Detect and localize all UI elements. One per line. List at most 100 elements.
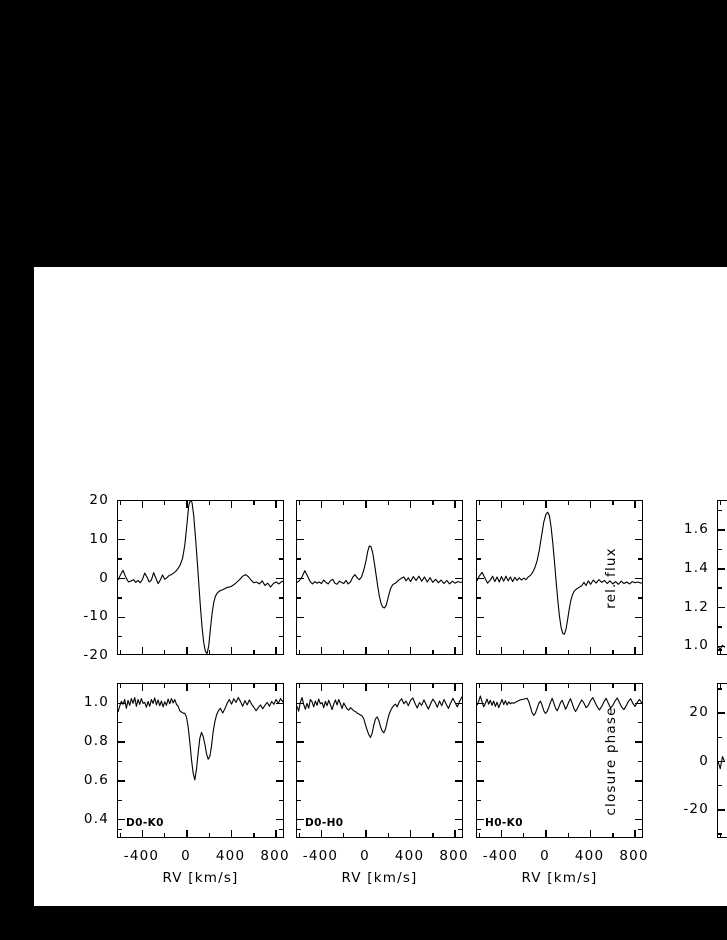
x-tick-minor [719, 684, 721, 688]
y-tick-minor [718, 688, 722, 690]
x-tick-major [500, 684, 503, 691]
x-tick-major [365, 501, 367, 508]
curve-clip [477, 684, 642, 837]
x-tick-major [589, 830, 592, 837]
y-tick-minor [458, 818, 462, 821]
data-curve [118, 501, 283, 654]
x-tick-minor [523, 833, 525, 837]
y-tick-minor [477, 828, 481, 830]
y-tick-minor [718, 736, 722, 738]
axis-tick-label: 800 [260, 848, 290, 864]
axis-tick-label: -400 [482, 848, 519, 864]
x-tick-minor [432, 833, 434, 837]
y-tick-minor [458, 635, 462, 638]
x-tick-major [230, 501, 233, 508]
y-tick-minor [458, 828, 462, 830]
y-tick-minor [477, 597, 481, 599]
panel-visibility-d0-h0: D0-H0 [296, 683, 463, 838]
y-tick-minor [638, 760, 642, 763]
y-tick-minor [279, 635, 283, 638]
x-tick-major [545, 647, 547, 654]
panel-phase-d0-h0 [296, 500, 463, 655]
y-tick-minor [297, 722, 301, 724]
y-tick-major [477, 741, 484, 743]
y-tick-major [477, 702, 484, 705]
x-tick-major [186, 647, 188, 654]
y-tick-major [118, 577, 125, 580]
x-tick-minor [478, 684, 480, 688]
axis-tick-label: 1.6 [683, 521, 709, 538]
y-tick-minor [118, 799, 122, 801]
curve-clip [118, 501, 283, 654]
y-tick-minor [458, 799, 462, 801]
x-tick-major [141, 647, 144, 654]
x-tick-minor [567, 684, 569, 688]
axis-tick-label: 1.0 [83, 694, 109, 711]
y-tick-major [297, 539, 304, 541]
x-tick-major [500, 830, 503, 837]
y-tick-major [118, 702, 125, 705]
y-tick-minor [118, 597, 122, 599]
y-tick-minor [279, 828, 283, 830]
x-tick-minor [523, 501, 525, 505]
data-curve [297, 545, 462, 609]
y-tick-minor [718, 587, 722, 589]
x-tick-major [409, 830, 412, 837]
x-tick-major [500, 647, 503, 654]
x-tick-major [320, 501, 323, 508]
axis-tick-label: 0.8 [83, 733, 109, 750]
axis-tick-label: 0.4 [83, 810, 109, 827]
x-tick-major [365, 684, 367, 691]
x-tick-major [545, 830, 547, 837]
x-tick-major [409, 684, 412, 691]
y-tick-minor [638, 799, 642, 801]
y-tick-major [635, 577, 642, 580]
x-tick-major [454, 647, 456, 654]
y-tick-minor [297, 760, 301, 763]
x-tick-major [365, 830, 367, 837]
y-tick-minor [638, 519, 642, 522]
data-curve [118, 697, 283, 781]
x-tick-minor [119, 501, 121, 505]
x-tick-major [634, 501, 636, 508]
y-tick-minor [638, 818, 642, 821]
x-tick-minor [523, 650, 525, 654]
y-tick-minor [279, 558, 283, 560]
x-tick-minor [208, 650, 210, 654]
y-tick-major [118, 616, 125, 618]
y-tick-major [635, 702, 642, 705]
y-tick-minor [279, 799, 283, 801]
x-tick-minor [387, 684, 389, 688]
y-tick-minor [297, 558, 301, 560]
x-tick-minor [612, 650, 614, 654]
y-tick-major [455, 741, 462, 743]
x-tick-minor [432, 501, 434, 505]
figure-canvas: 20 10 0 -10 -20 1.0 0.8 0.6 0.4 -400 0 400 800 RV [km… [3, 267, 727, 906]
x-tick-minor [387, 650, 389, 654]
x-tick-minor [432, 684, 434, 688]
x-tick-minor [719, 833, 721, 837]
y-tick-minor [279, 722, 283, 724]
curve-clip [477, 501, 642, 654]
y-tick-major [718, 809, 725, 811]
curve-clip [718, 501, 727, 654]
x-tick-major [409, 501, 412, 508]
y-tick-minor [279, 519, 283, 522]
x-tick-minor [612, 501, 614, 505]
x-tick-major [589, 501, 592, 508]
x-tick-major [634, 684, 636, 691]
x-tick-minor [567, 650, 569, 654]
y-tick-minor [458, 519, 462, 522]
axis-tick-label: 800 [619, 848, 649, 864]
x-tick-minor [298, 684, 300, 688]
x-tick-minor [432, 650, 434, 654]
y-tick-minor [297, 818, 301, 821]
y-tick-minor [458, 722, 462, 724]
axis-tick-label: 0 [99, 569, 109, 586]
y-tick-minor [638, 558, 642, 560]
x-tick-major [320, 830, 323, 837]
curve-clip [297, 684, 462, 837]
x-tick-minor [567, 501, 569, 505]
axis-tick-label: -10 [83, 608, 109, 625]
axis-tick-label: 20 [89, 492, 109, 508]
